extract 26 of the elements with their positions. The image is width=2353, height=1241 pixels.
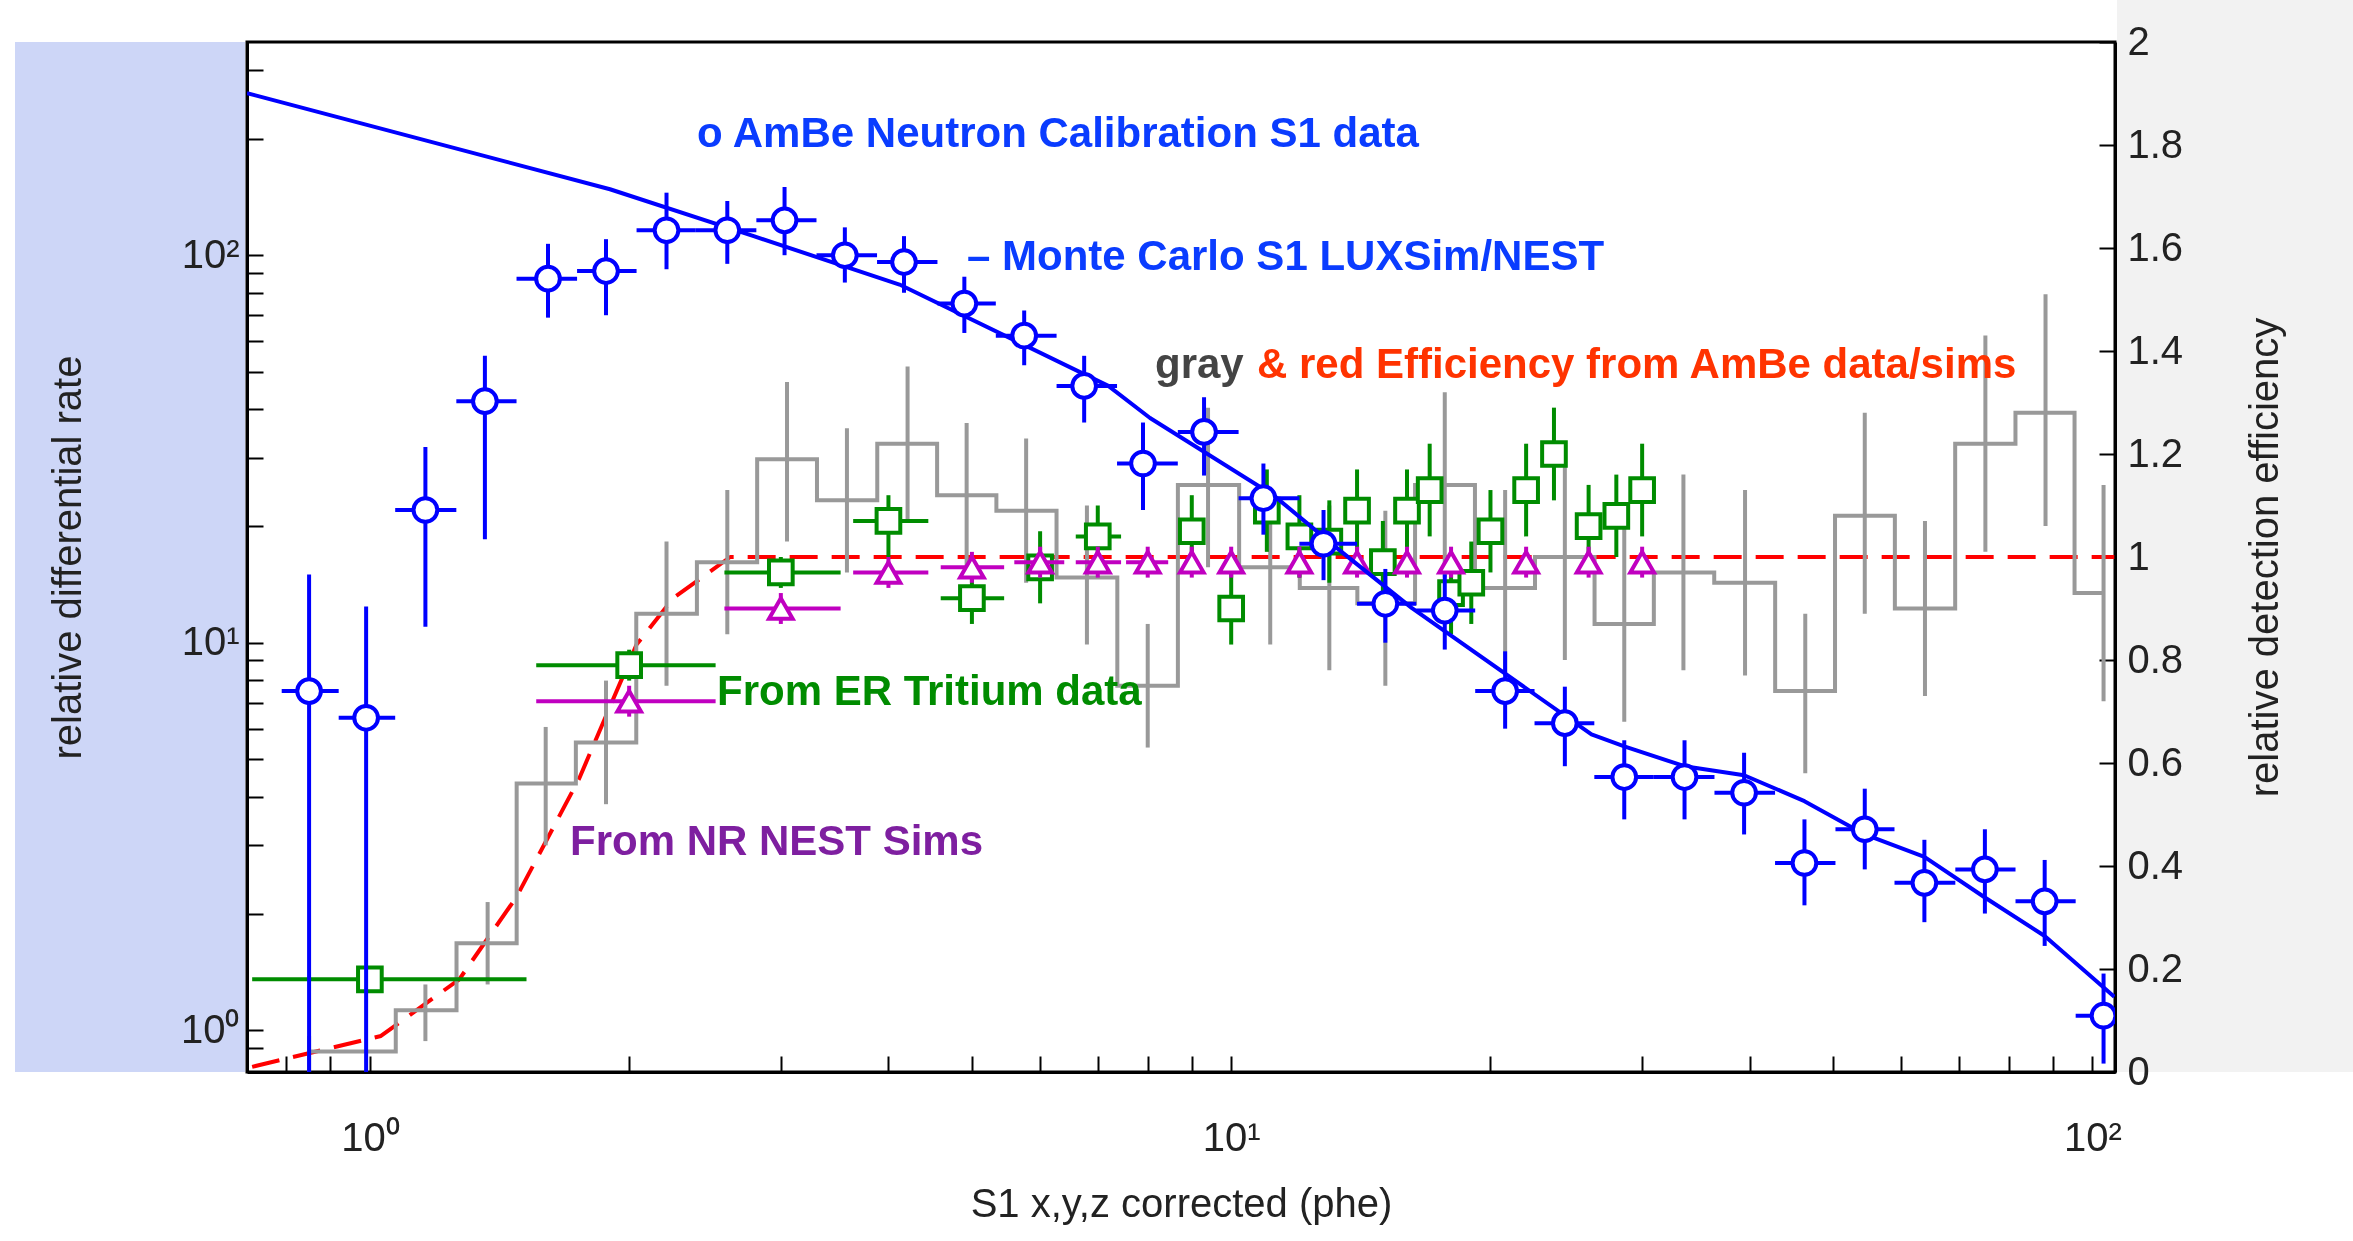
y2-tick-label: 1.6 [2127,224,2184,269]
annotation: From NR NEST Sims [570,817,984,864]
y2-tick-label: 0.2 [2127,945,2184,990]
x-tick-label: 10² [2064,1114,2122,1159]
y2-tick-label: 0.8 [2127,636,2184,681]
y2-tick-label: 1.2 [2127,430,2184,475]
y2-tick-label: 2 [2127,18,2150,63]
y-axis-title: relative differential rate [44,355,89,760]
y2-axis-title: relative detection efficiency [2241,317,2286,798]
annotation: & red Efficiency from AmBe data/sims [1257,340,2017,387]
annotation: o AmBe Neutron Calibration S1 data [697,109,1420,156]
y-tick-label: 10⁰ [181,1006,240,1051]
y2-tick-label: 0.6 [2127,739,2184,784]
y2-tick-label: 0.4 [2127,842,2184,887]
x-tick-label: 10¹ [1202,1114,1261,1159]
x-axis-title: S1 x,y,z corrected (phe) [970,1180,1393,1225]
annotation: From ER Tritium data [717,667,1143,714]
y2-tick-label: 0 [2127,1048,2150,1093]
y2-tick-label: 1 [2127,533,2150,578]
x-tick-label: 10⁰ [341,1114,400,1159]
y2-tick-label: 1.8 [2127,121,2184,166]
annotation: gray [1155,340,1245,387]
y2-tick-label: 1.4 [2127,327,2184,372]
annotation: – Monte Carlo S1 LUXSim/NEST [967,232,1605,279]
y-tick-label: 10² [181,231,240,276]
y-tick-label: 10¹ [181,619,240,664]
